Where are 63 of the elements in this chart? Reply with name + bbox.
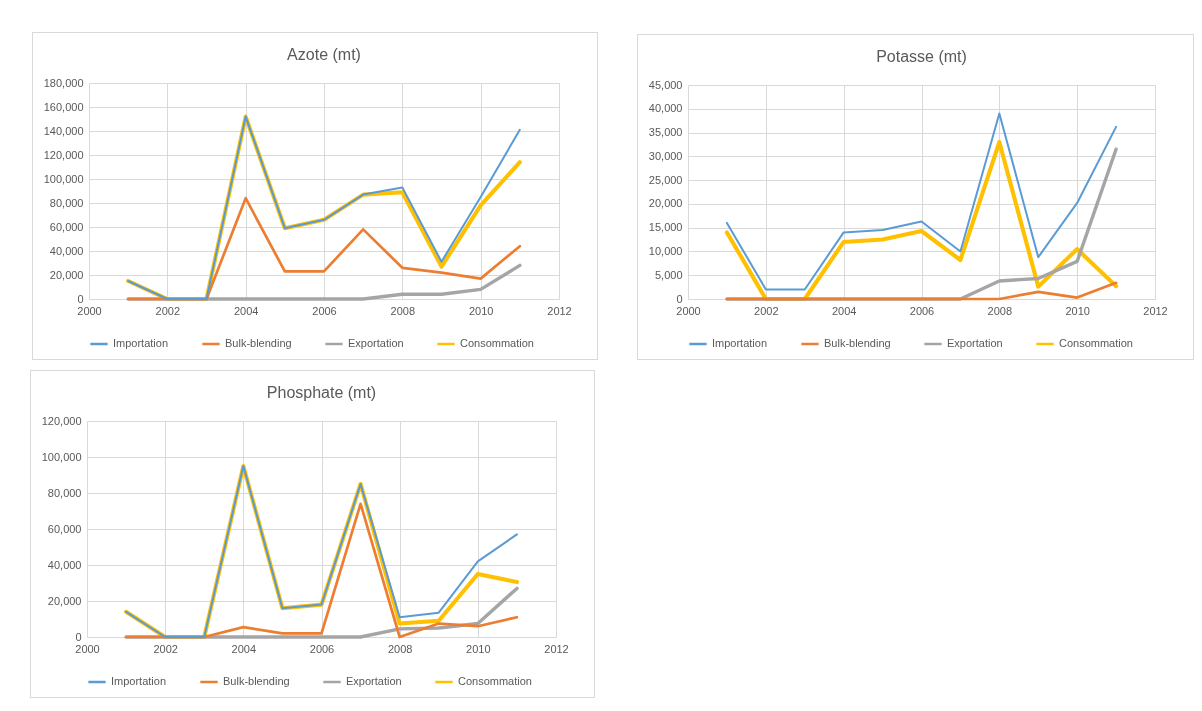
chart-title: Phosphate (mt) — [266, 384, 377, 401]
chart-title: Potasse (mt) — [876, 48, 967, 65]
x-tick-label: 2008 — [387, 642, 413, 655]
legend-label: Importation — [113, 337, 169, 349]
legend-label: Consommation — [1059, 337, 1133, 349]
x-tick-label: 2010 — [466, 642, 491, 655]
x-tick-label: 2012 — [547, 304, 572, 317]
y-tick-label: 140,000 — [43, 124, 84, 137]
x-tick-label: 2008 — [987, 304, 1013, 317]
y-tick-label: 20,000 — [49, 268, 84, 281]
y-tick-label: 10,000 — [648, 244, 683, 257]
legend-label: Consommation — [458, 675, 532, 687]
x-tick-label: 2010 — [1065, 304, 1090, 317]
y-tick-label: 120,000 — [43, 148, 84, 161]
y-tick-label: 60,000 — [49, 220, 84, 233]
legend-label: Consommation — [460, 337, 534, 349]
x-tick-label: 2010 — [468, 304, 494, 317]
legend-label: Exportation — [348, 337, 404, 349]
y-tick-label: 40,000 — [648, 102, 683, 115]
y-tick-label: 0 — [77, 292, 84, 305]
x-tick-label: 2006 — [909, 304, 935, 317]
y-tick-label: 60,000 — [47, 522, 82, 535]
y-tick-label: 5,000 — [654, 268, 683, 281]
x-tick-label: 2008 — [390, 304, 416, 317]
x-tick-label: 2000 — [75, 642, 100, 655]
x-tick-label: 2004 — [233, 304, 259, 317]
y-tick-label: 120,000 — [41, 414, 82, 427]
y-tick-label: 35,000 — [648, 126, 683, 139]
x-tick-label: 2002 — [754, 304, 779, 317]
y-tick-label: 100,000 — [41, 450, 82, 463]
legend-label: Importation — [111, 675, 167, 687]
legend-label: Bulk-blending — [824, 337, 891, 349]
y-tick-label: 100,000 — [43, 172, 84, 185]
chart-title: Azote (mt) — [287, 46, 361, 63]
x-tick-label: 2012 — [544, 642, 569, 655]
x-tick-label: 2006 — [309, 642, 335, 655]
y-tick-label: 20,000 — [648, 197, 683, 210]
y-tick-label: 40,000 — [49, 244, 84, 257]
y-tick-label: 30,000 — [648, 149, 683, 162]
x-tick-label: 2004 — [231, 642, 257, 655]
x-tick-label: 2002 — [153, 642, 178, 655]
x-tick-label: 2000 — [676, 304, 701, 317]
legend-label: Bulk-blending — [225, 337, 292, 349]
y-tick-label: 80,000 — [47, 486, 82, 499]
x-tick-label: 2006 — [312, 304, 337, 317]
x-tick-label: 2012 — [1143, 304, 1168, 317]
y-tick-label: 80,000 — [49, 196, 84, 209]
legend-label: Bulk-blending — [223, 675, 290, 687]
x-tick-label: 2004 — [831, 304, 857, 317]
y-tick-label: 0 — [676, 292, 683, 305]
legend-label: Exportation — [346, 675, 402, 687]
y-tick-label: 40,000 — [47, 558, 82, 571]
y-tick-label: 0 — [75, 630, 82, 643]
x-tick-label: 2002 — [155, 304, 181, 317]
legend-label: Exportation — [947, 337, 1003, 349]
x-tick-label: 2000 — [77, 304, 102, 317]
y-tick-label: 20,000 — [47, 594, 82, 607]
y-tick-label: 160,000 — [43, 100, 84, 113]
y-tick-label: 25,000 — [648, 173, 683, 186]
y-tick-label: 45,000 — [648, 78, 683, 91]
y-tick-label: 15,000 — [648, 221, 683, 234]
legend-label: Importation — [712, 337, 768, 349]
y-tick-label: 180,000 — [43, 76, 84, 89]
